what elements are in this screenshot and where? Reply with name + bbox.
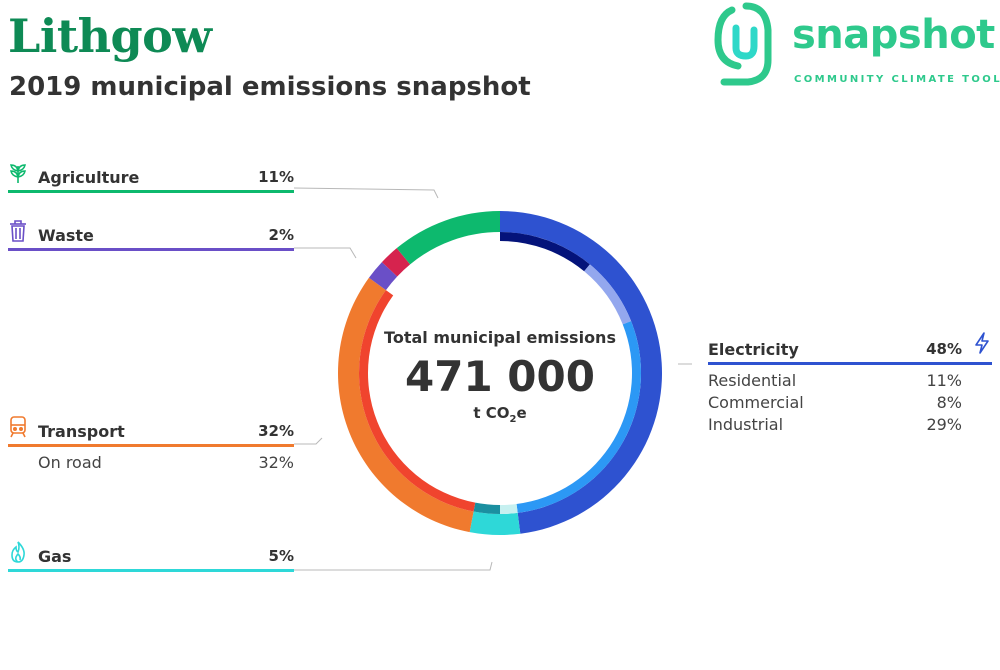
snapshot-logo-word: snapshot [792,12,995,58]
donut-slice-electricity [500,210,663,534]
category-percent: 11% [258,168,294,186]
donut-slice-agriculture [396,211,500,265]
train-icon [10,416,26,438]
category-label: Agriculture [38,168,140,187]
category-waste: Waste 2% [8,220,294,256]
agriculture-leader-line [293,187,439,199]
category-label: Waste [38,226,94,245]
category-label: Transport [38,422,125,441]
snapshot-logo-tagline: COMMUNITY CLIMATE TOOL [794,74,1000,85]
sub-label: On road [38,453,102,472]
category-gas: Gas 5% [8,541,294,577]
category-underline [8,444,294,447]
donut-slice-waste [368,262,398,291]
waste-leader-line [294,247,357,259]
category-label: Gas [38,547,72,566]
transport-leader-line [294,437,323,445]
gas-leader-line [294,561,493,571]
donut-sub-slice-on-road [358,290,476,512]
category-underline [8,248,294,251]
page-subtitle: 2019 municipal emissions snapshot [9,72,531,102]
donut-sub-slice-unlabeled-1-1 [473,502,500,514]
snapshot-logo: snapshot COMMUNITY CLIMATE TOOL [712,0,1000,90]
electricity-sub-residential: Residential 11% [708,371,962,390]
total-unit: t CO2e [473,404,527,425]
donut-sub-slice-unlabeled-1-0 [500,503,518,514]
plant-icon [10,164,26,183]
sub-percent: 32% [258,453,294,472]
category-percent: 5% [268,547,294,565]
category-percent: 2% [268,226,294,244]
category-label: Electricity [708,340,799,359]
category-percent: 48% [926,340,962,358]
donut-slice-unlabeled-4 [381,248,411,277]
donut-inner-ring [358,232,641,514]
total-label: Total municipal emissions [384,328,616,347]
sub-percent: 8% [936,393,962,412]
category-transport: Transport 32% [8,416,294,452]
donut-slice-transport [337,277,474,533]
category-agriculture: Agriculture 11% [8,164,294,198]
lightning-icon [975,332,989,354]
category-percent: 32% [258,422,294,440]
transport-sub-on-road: On road 32% [38,453,294,472]
snapshot-logo-mark-icon [714,2,772,86]
donut-sub-slice-industrial [516,321,641,513]
sub-percent: 11% [926,371,962,390]
total-value: 471 000 [405,352,595,401]
page-title: Lithgow [8,9,212,63]
donut-sub-slice-residential [500,232,590,272]
sub-label: Industrial [708,415,784,434]
category-underline [8,190,294,193]
sub-percent: 29% [926,415,962,434]
leader-lines [293,187,692,571]
category-electricity: Electricity 48% [678,332,992,370]
donut-slice-gas [469,511,521,535]
electricity-sub-commercial: Commercial 8% [708,393,962,412]
donut-sub-slice-commercial [584,264,632,325]
category-underline [8,569,294,572]
donut-outer-ring [337,210,663,535]
sub-label: Residential [708,371,797,390]
flame-icon [11,541,25,563]
electricity-sub-industrial: Industrial 29% [708,415,962,434]
trash-bin-icon [10,220,26,242]
category-underline [708,362,992,365]
sub-label: Commercial [708,393,804,412]
